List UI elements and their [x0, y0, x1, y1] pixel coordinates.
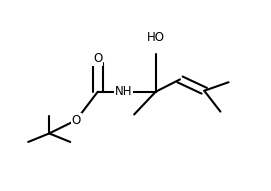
Text: HO: HO [147, 31, 165, 44]
Text: O: O [72, 114, 81, 127]
Text: NH: NH [115, 85, 132, 98]
Text: O: O [93, 52, 102, 65]
